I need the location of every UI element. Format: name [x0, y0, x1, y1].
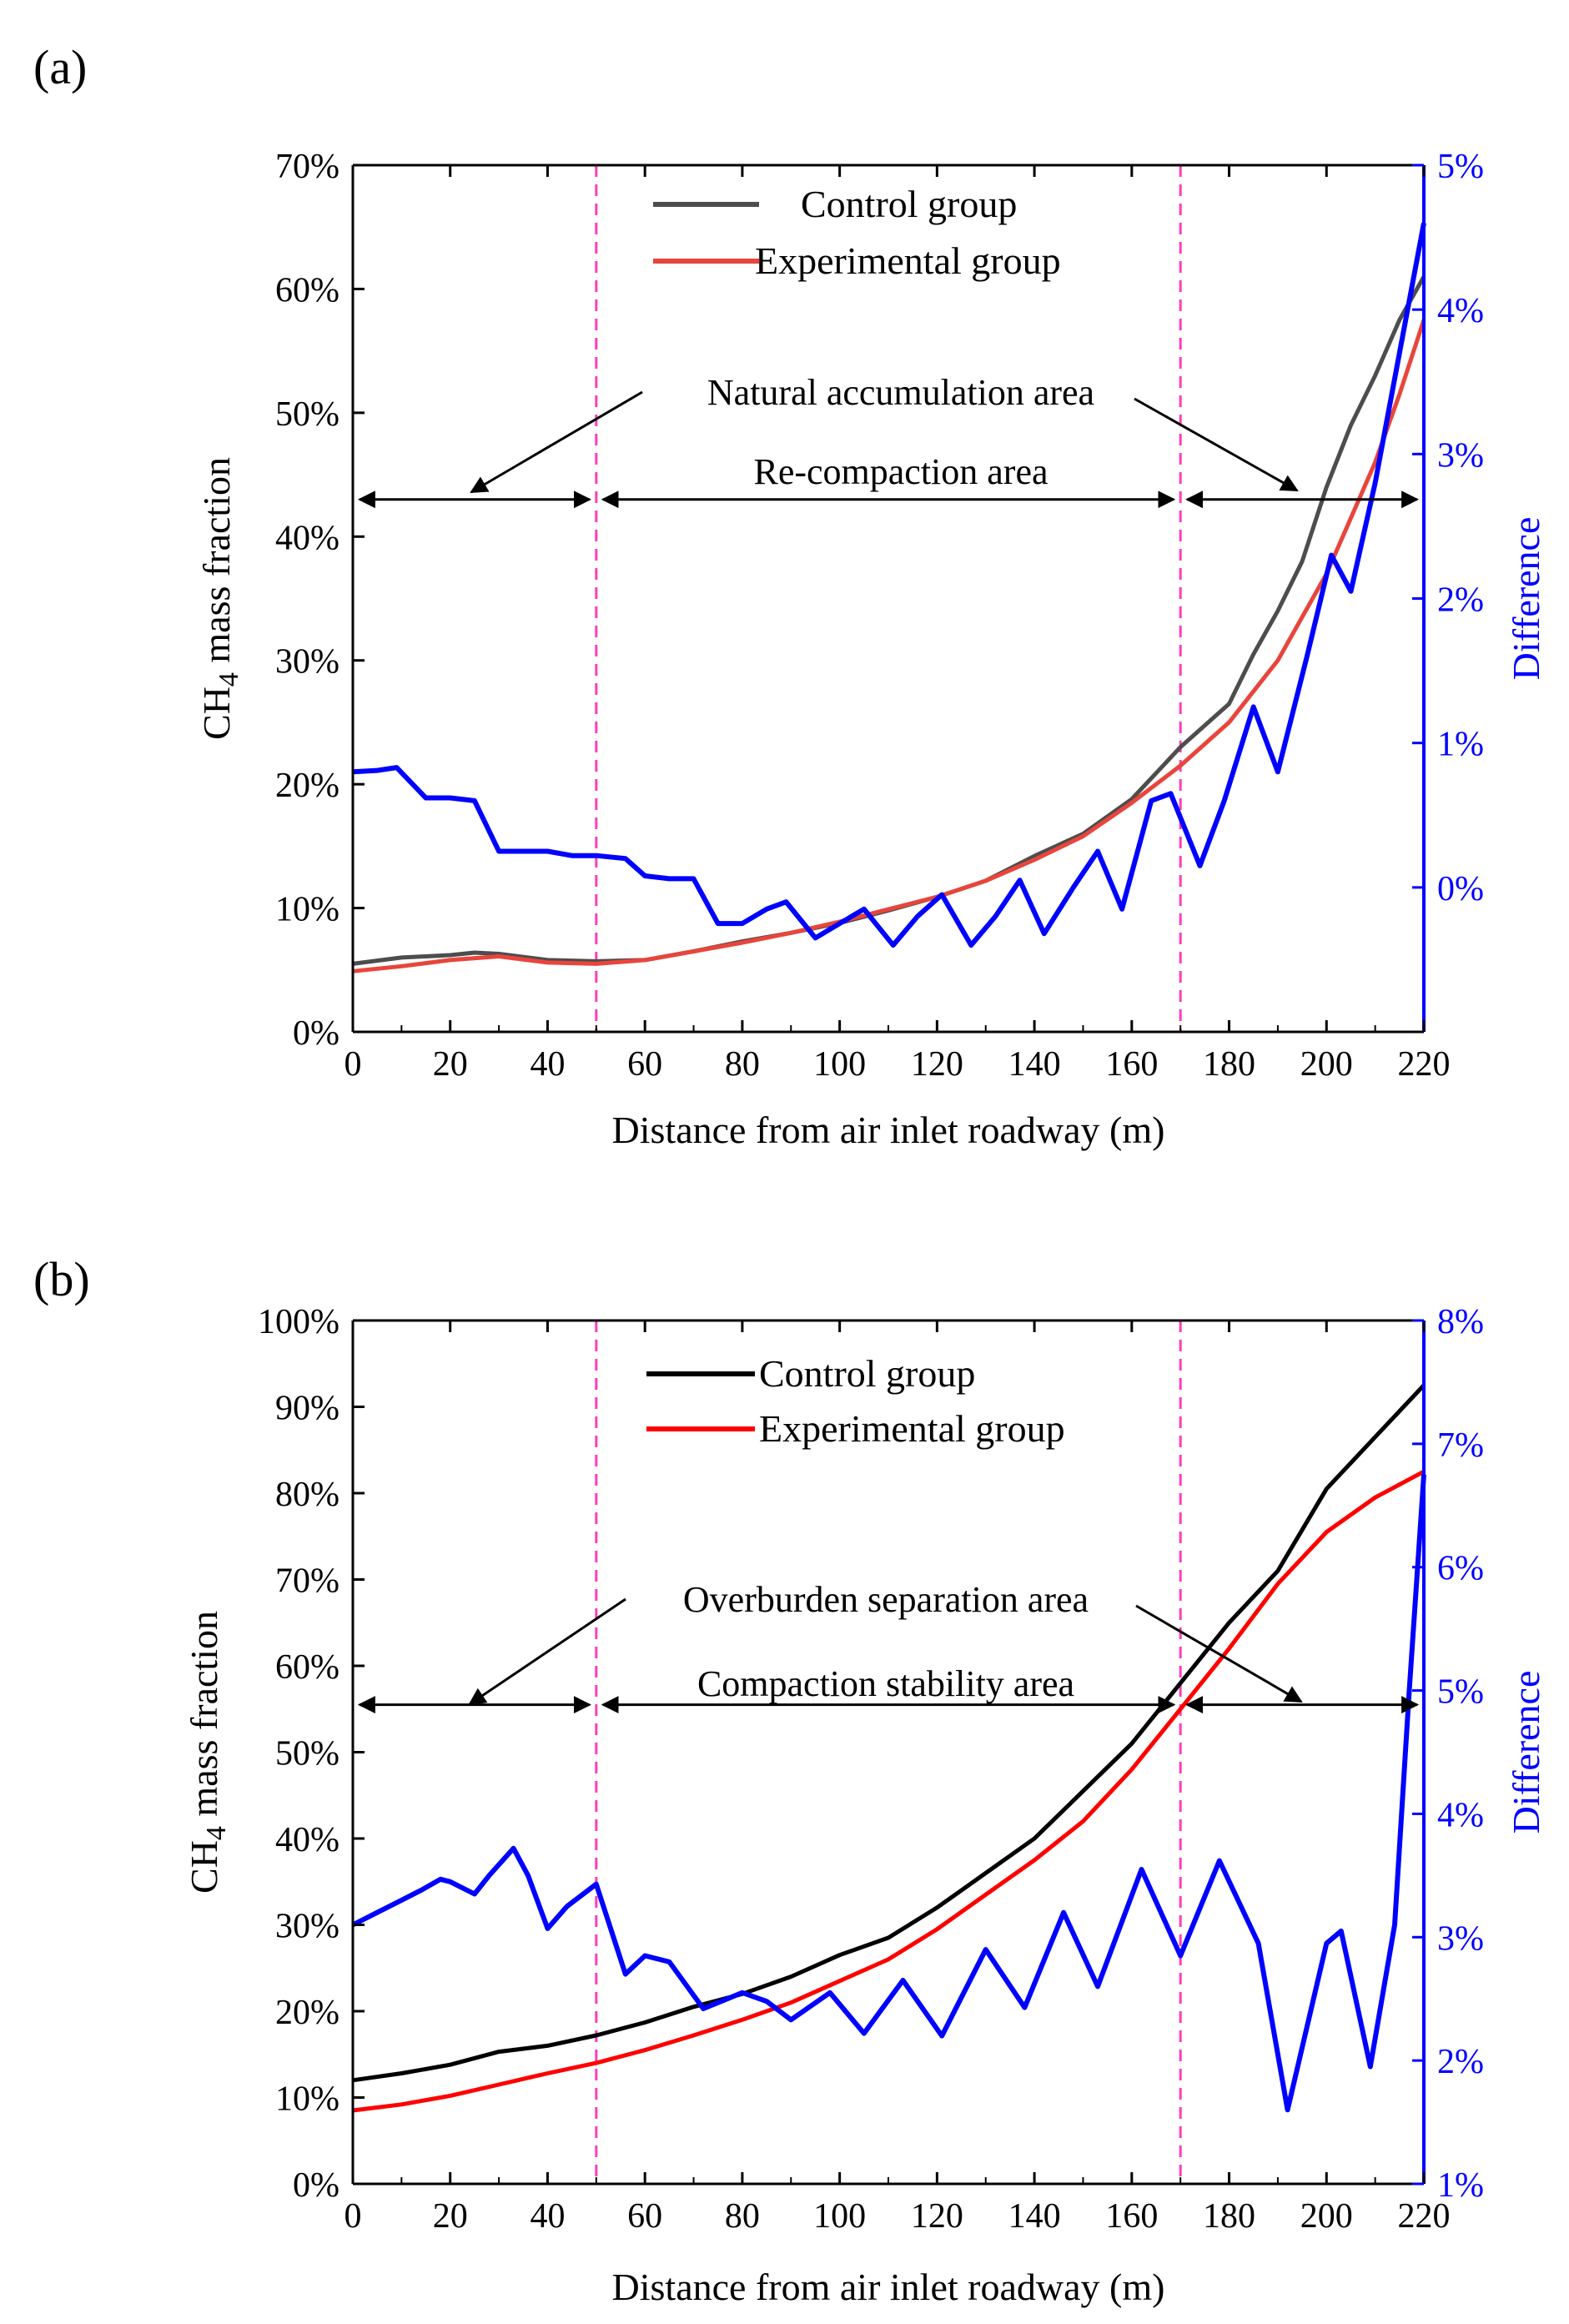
y-right-tick-label: 5%: [1437, 148, 1484, 186]
x-tick-label: 40: [530, 2197, 565, 2236]
annotation-pointer-arrow: [1134, 397, 1299, 492]
x-tick-label: 160: [1105, 2197, 1158, 2236]
x-tick-label: 180: [1203, 2197, 1255, 2236]
annotation-pointer-arrow: [1135, 1604, 1303, 1703]
y-right-tick-label: 1%: [1437, 2166, 1484, 2205]
x-tick-label: 0: [344, 1045, 362, 1084]
y-left-tick-label: 50%: [275, 1735, 339, 1773]
x-tick-label: 60: [627, 1045, 662, 1084]
legend-label-control: Control group: [801, 183, 1017, 225]
natural-zone-annotation: Natural accumulation area: [707, 372, 1094, 413]
y-left-tick-label: 10%: [275, 891, 339, 929]
experimental-group-series-line: [352, 319, 1426, 973]
y-left-tick-label: 40%: [275, 519, 339, 557]
y-left-tick-label: 20%: [275, 767, 339, 805]
difference-series-line: [352, 222, 1426, 948]
y-left-axis-title: CH4 mass fraction: [183, 1611, 232, 1894]
x-tick-label: 200: [1300, 2197, 1353, 2236]
y-right-tick-label: 4%: [1437, 1796, 1484, 1834]
x-tick-label: 120: [911, 2197, 963, 2236]
y-right-tick-label: 1%: [1437, 726, 1484, 764]
x-tick-label: 80: [725, 2197, 760, 2236]
x-tick-label: 180: [1203, 1045, 1255, 1084]
y-left-title-subscript: 4: [214, 672, 244, 687]
y-left-tick-label: 0%: [293, 1014, 339, 1053]
y-right-tick-label: 0%: [1437, 870, 1484, 908]
y-left-tick-label: 100%: [258, 1303, 339, 1341]
panel-label: (b): [33, 1252, 90, 1306]
chart-panel-b: (b) Overburden separation area Compaction …: [33, 1252, 1547, 2308]
y-left-tick-label: 40%: [275, 1821, 339, 1859]
y-left-title-tail: mass fraction: [195, 457, 238, 672]
annotation-pointer-arrow: [470, 390, 643, 494]
y-right-tick-label: 2%: [1437, 581, 1484, 620]
y-left-tick-label: 10%: [275, 2080, 339, 2119]
y-left-tick-label: 80%: [275, 1476, 339, 1514]
y-right-tick-label: 3%: [1437, 436, 1484, 475]
x-tick-label: 220: [1398, 2197, 1451, 2236]
control-group-series-line: [352, 1383, 1426, 2083]
y-left-tick-label: 20%: [275, 1994, 339, 2032]
y-left-title-tail: mass fraction: [183, 1611, 225, 1826]
y-left-tick-label: 70%: [275, 148, 339, 186]
y-left-tick-label: 60%: [275, 1648, 339, 1687]
y-left-tick-label: 30%: [275, 643, 339, 682]
x-tick-label: 100: [813, 2197, 866, 2236]
experimental-group-series-line: [352, 1469, 1426, 2113]
x-tick-label: 80: [725, 1045, 760, 1084]
y-left-title-main: CH: [195, 687, 238, 740]
difference-series-line: [351, 1474, 1426, 2113]
x-tick-label: 220: [1398, 1045, 1451, 1084]
x-tick-label: 40: [530, 1045, 565, 1084]
y-right-tick-label: 2%: [1437, 2043, 1484, 2081]
x-tick-label: 20: [433, 2197, 468, 2236]
y-right-axis-title: Difference: [1505, 517, 1547, 681]
y-right-tick-label: 3%: [1437, 1919, 1484, 1958]
y-right-tick-label: 8%: [1437, 1303, 1484, 1341]
x-tick-label: 140: [1008, 1045, 1061, 1084]
legend-label-experimental: Experimental group: [759, 1407, 1065, 1450]
x-tick-label: 20: [433, 1045, 468, 1084]
y-right-tick-label: 4%: [1437, 292, 1484, 330]
y-left-tick-label: 70%: [275, 1562, 339, 1601]
y-left-tick-label: 90%: [275, 1390, 339, 1428]
x-tick-label: 100: [813, 1045, 866, 1084]
chart-panel-a: (a) Natural accumulation area Re-compactio…: [33, 40, 1547, 1151]
y-left-title-subscript: 4: [201, 1826, 232, 1840]
recompaction-zone-annotation: Compaction stability area: [697, 1663, 1074, 1704]
x-tick-label: 140: [1008, 2197, 1061, 2236]
y-right-axis-title: Difference: [1505, 1671, 1547, 1834]
x-tick-label: 0: [344, 2197, 362, 2236]
y-right-tick-label: 7%: [1437, 1426, 1484, 1465]
y-left-tick-label: 50%: [275, 395, 339, 434]
y-left-tick-label: 60%: [275, 271, 339, 309]
annotation-pointer-arrow: [468, 1597, 626, 1706]
y-right-tick-label: 6%: [1437, 1550, 1484, 1588]
y-left-tick-label: 30%: [275, 1908, 339, 1946]
y-left-tick-label: 0%: [293, 2166, 339, 2205]
x-tick-label: 200: [1300, 1045, 1353, 1084]
recompaction-zone-annotation: Re-compaction area: [753, 451, 1048, 492]
y-left-axis-title: CH4 mass fraction: [195, 457, 244, 740]
x-tick-label: 120: [911, 1045, 963, 1084]
y-right-tick-label: 5%: [1437, 1673, 1484, 1712]
x-tick-label: 160: [1105, 1045, 1158, 1084]
y-left-title-main: CH: [183, 1840, 225, 1894]
legend-label-control: Control group: [759, 1352, 975, 1395]
x-axis-title: Distance from air inlet roadway (m): [612, 2266, 1165, 2308]
legend-label-experimental: Experimental group: [755, 239, 1061, 282]
natural-zone-annotation: Overburden separation area: [683, 1579, 1089, 1620]
panel-label: (a): [33, 40, 87, 94]
x-tick-label: 60: [627, 2197, 662, 2236]
x-axis-title: Distance from air inlet roadway (m): [612, 1109, 1165, 1151]
